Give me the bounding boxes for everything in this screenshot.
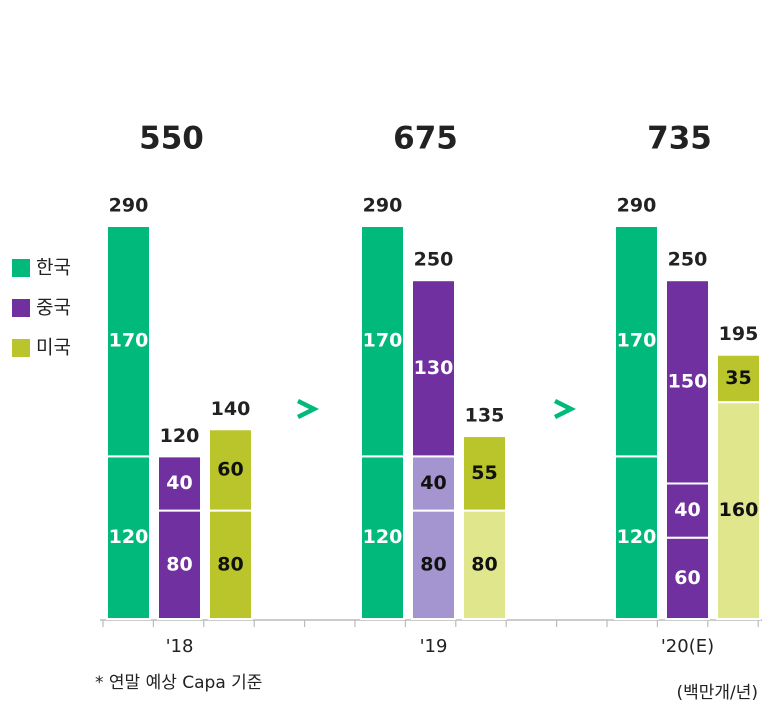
bar-segment: [462, 435, 507, 512]
bar-total: 250: [668, 249, 708, 271]
bar-segment: [157, 509, 202, 621]
segment-label: 130: [414, 357, 454, 379]
bar-segment: [208, 509, 253, 621]
bar-segment: [716, 353, 761, 404]
segment-label: 170: [617, 330, 657, 352]
segment-label: 35: [725, 367, 751, 389]
bar-segment: [716, 401, 761, 621]
footnote: * 연말 예상 Capa 기준: [95, 673, 262, 693]
segment-label: 170: [109, 330, 149, 352]
bar-total: 290: [109, 195, 149, 217]
bar-segment: [106, 225, 151, 458]
bar-total: 120: [160, 425, 200, 447]
segment-label: 120: [109, 526, 149, 548]
segment-label: 60: [674, 567, 700, 589]
legend-label: 한국: [36, 257, 71, 279]
x-tick-label: '20(E): [661, 636, 714, 657]
segment-label: 120: [363, 526, 403, 548]
bar-total: 140: [211, 398, 251, 420]
x-tick-label: '18: [166, 636, 194, 657]
segment-label: 80: [166, 553, 192, 575]
segment-label: 160: [719, 499, 759, 521]
legend-label: 중국: [36, 297, 71, 319]
bar-total: 250: [414, 249, 454, 271]
arrow: [553, 398, 577, 420]
bar-total: 135: [465, 405, 505, 427]
bar-segment: [106, 455, 151, 620]
arrow: [296, 398, 320, 420]
group-total: 550: [139, 121, 204, 157]
bar-segment: [411, 279, 456, 458]
bar-segment: [157, 455, 202, 512]
bar-segment: [360, 225, 405, 458]
segment-label: 60: [217, 458, 243, 480]
bar-segment: [462, 509, 507, 621]
segment-label: 40: [420, 472, 446, 494]
segment-label: 40: [674, 499, 700, 521]
segment-label: 80: [420, 553, 446, 575]
segment-label: 120: [617, 526, 657, 548]
segment-label: 80: [217, 553, 243, 575]
segment-label: 55: [471, 462, 497, 484]
unit-label: (백만개/년): [676, 683, 758, 703]
bar-segment: [665, 536, 710, 620]
bar-segment: [665, 279, 710, 485]
legend-swatch: [12, 339, 30, 357]
legend-swatch: [12, 299, 30, 317]
group-total: 735: [647, 121, 712, 157]
group-total: 675: [393, 121, 458, 157]
bar-total: 290: [617, 195, 657, 217]
segment-label: 40: [166, 472, 192, 494]
x-tick-label: '19: [420, 636, 448, 657]
legend-swatch: [12, 259, 30, 277]
segment-label: 80: [471, 553, 497, 575]
bar-segment: [614, 225, 659, 458]
bar-segment: [614, 455, 659, 620]
bar-total: 290: [363, 195, 403, 217]
legend-label: 미국: [36, 337, 71, 359]
bar-segment: [411, 455, 456, 512]
bar-total: 195: [719, 323, 759, 345]
segment-label: 150: [668, 370, 708, 392]
segment-label: 170: [363, 330, 403, 352]
bar-segment: [208, 428, 253, 512]
